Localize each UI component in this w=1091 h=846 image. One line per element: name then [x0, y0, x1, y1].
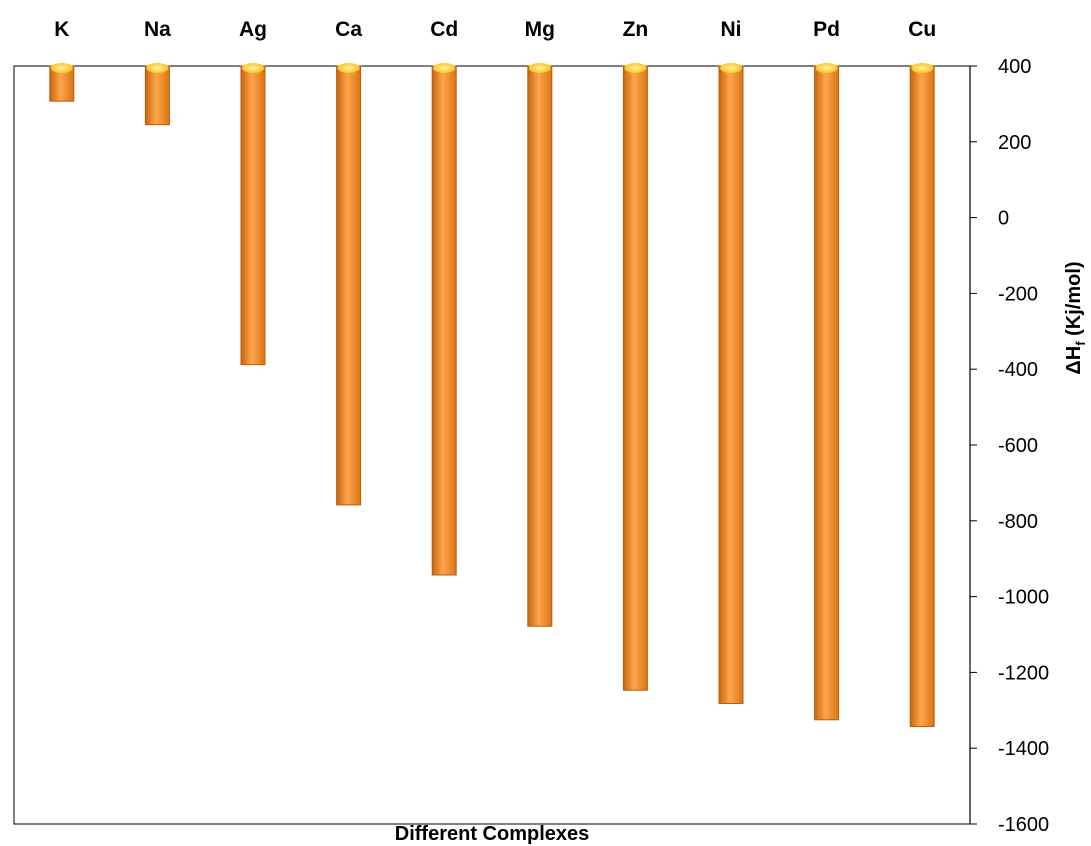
bar-cd — [431, 65, 457, 576]
y-tick-label: -400 — [998, 359, 1038, 381]
category-label-zn: Zn — [623, 18, 649, 41]
category-label-ag: Ag — [239, 18, 267, 41]
category-label-ni: Ni — [721, 18, 742, 41]
bar-cap-mg — [528, 63, 551, 73]
y-tick-label: -200 — [998, 283, 1038, 305]
y-tick-label: -800 — [998, 511, 1038, 533]
x-axis-title: Different Complexes — [395, 823, 590, 845]
y-tick-label: -1000 — [998, 587, 1049, 609]
category-label-cd: Cd — [430, 18, 458, 41]
bar-cap-cd — [433, 63, 456, 73]
bar-ca — [336, 65, 362, 506]
category-label-ca: Ca — [335, 18, 362, 41]
bar-cap-pd — [815, 63, 838, 73]
bar-cu — [909, 65, 935, 728]
y-tick-label: -600 — [998, 435, 1038, 457]
y-tick-label: 200 — [998, 132, 1031, 154]
bar-mg — [527, 65, 553, 627]
bar-ag — [240, 65, 266, 366]
category-label-k: K — [54, 18, 69, 41]
bars-group — [49, 63, 935, 728]
bar-zn — [622, 65, 648, 691]
bar-cap-ca — [337, 63, 360, 73]
y-axis-title: ΔHf (Kj/mol) — [1063, 261, 1088, 374]
y-axis: 400 200 0 -200 -400 -600 -800 -1000 -1200 -1400 -1… — [969, 56, 1049, 836]
y-tick-label: -1600 — [998, 814, 1049, 836]
y-tick-label: 0 — [998, 208, 1009, 230]
bar-cap-ni — [720, 63, 742, 73]
bar-pd — [814, 65, 840, 721]
y-tick-label: -1400 — [998, 738, 1049, 760]
bar-cap-na — [146, 63, 169, 73]
bar-na — [144, 65, 170, 126]
category-label-pd: Pd — [813, 18, 840, 41]
plot-area — [13, 65, 971, 825]
bar-cap-ag — [242, 63, 264, 73]
bar-cap-cu — [911, 63, 934, 73]
category-label-mg: Mg — [525, 18, 555, 41]
y-tick-label: 400 — [998, 56, 1031, 78]
category-label-na: Na — [144, 18, 171, 41]
bar-cap-k — [50, 63, 73, 73]
category-labels: K Na Ag Ca Cd Mg Zn Ni Pd Cu — [54, 18, 936, 41]
y-tick-label: -1200 — [998, 662, 1049, 684]
category-label-cu: Cu — [908, 18, 936, 41]
bar-ni — [718, 65, 744, 704]
bar-cap-zn — [624, 63, 647, 73]
